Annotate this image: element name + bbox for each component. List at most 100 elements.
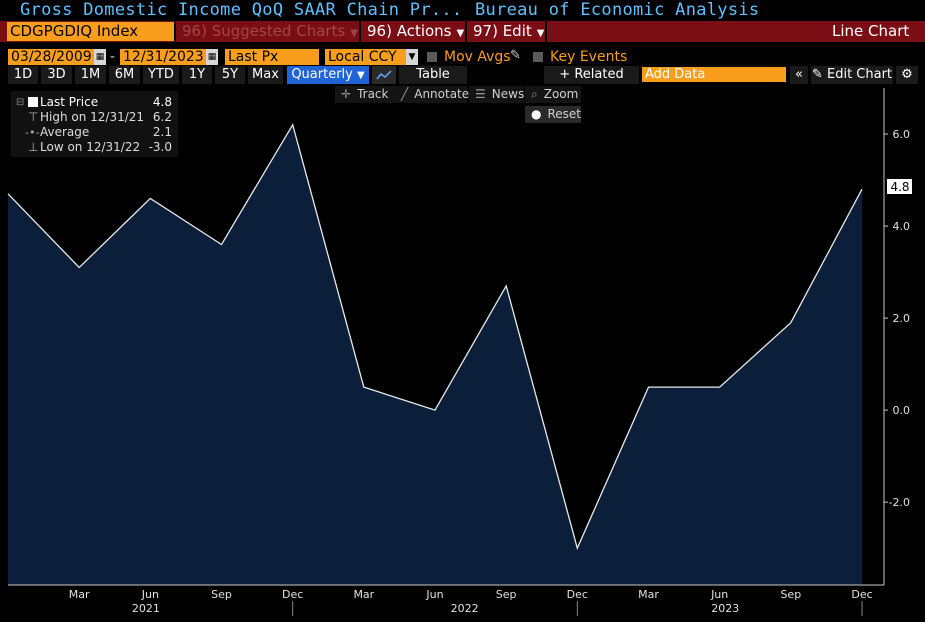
actions-menu[interactable]: 96) Actions ▼ — [361, 21, 465, 42]
crosshair-icon: ✛ — [341, 87, 352, 101]
legend-high-label: High on 12/31/21 — [40, 110, 145, 124]
end-date-field[interactable]: 12/31/2023 — [120, 49, 206, 65]
legend-panel: ⊟ Last Price 4.8 ⊤ High on 12/31/21 6.2 … — [11, 91, 178, 157]
range-6m[interactable]: 6M — [109, 66, 140, 84]
edit-chart-button[interactable]: ✎ Edit Chart — [811, 66, 893, 84]
security-title: Gross Domestic Income QoQ SAAR Chain Pr.… — [20, 0, 463, 20]
reset-label: Reset — [547, 107, 582, 121]
range-3d[interactable]: 3D — [41, 66, 72, 84]
y-tick-label: 2.0 — [893, 312, 911, 325]
x-year-label: 2023 — [711, 602, 739, 615]
add-data-input-box[interactable]: Add Data — [642, 67, 786, 82]
x-tick-label: Mar — [638, 588, 659, 601]
gear-icon[interactable]: ⚙ — [896, 66, 918, 84]
x-tick-label: Dec — [567, 588, 588, 601]
range-5y[interactable]: 5Y — [215, 66, 245, 84]
x-tick-label: Jun — [425, 588, 443, 601]
last-value-box — [887, 179, 912, 194]
menu-divider — [465, 21, 467, 42]
start-date-field[interactable]: 03/28/2009 — [8, 49, 94, 65]
reset-button[interactable]: ● Reset — [525, 106, 581, 123]
pencil-icon: ✎ — [811, 67, 823, 82]
legend-last-price-label: Last Price — [40, 95, 99, 109]
key-events-checkbox[interactable] — [533, 52, 543, 62]
edit-menu[interactable]: 97) Edit ▼ — [467, 21, 545, 42]
news-label: News — [491, 87, 525, 101]
chevron-down-icon[interactable]: ▼ — [406, 49, 418, 65]
series-swatch — [28, 97, 38, 107]
x-tick-label: Sep — [780, 588, 801, 601]
actions-label: 96) Actions — [367, 22, 452, 40]
calendar-icon[interactable]: ▦ — [206, 49, 218, 65]
range-ytd[interactable]: YTD — [143, 66, 179, 84]
key-events-label[interactable]: Key Events — [550, 49, 628, 65]
date-dash: - — [110, 49, 116, 65]
chart-type-label[interactable]: Line Chart — [832, 22, 910, 40]
y-tick-label: 6.0 — [893, 128, 911, 141]
price-field-select[interactable]: Last Px — [225, 49, 319, 65]
menu-bar: CDGPGDIQ Index 96) Suggested Charts ▼ 96)… — [0, 21, 925, 42]
y-axis-ticks: 6.0 4.0 2.0 0.0 -2.0 — [884, 128, 910, 509]
collapse-icon[interactable]: ⊟ — [16, 97, 25, 108]
last-value-label: 4.8 — [890, 180, 909, 194]
y-tick-label: -2.0 — [889, 496, 910, 509]
title-bar: Gross Domestic Income QoQ SAAR Chain Pr.… — [0, 0, 925, 21]
chevron-down-icon: ▼ — [356, 70, 365, 81]
range-1m[interactable]: 1M — [75, 66, 106, 84]
y-tick-label: 4.0 — [893, 220, 911, 233]
add-data-input[interactable]: Add Data — [645, 67, 706, 82]
x-tick-label: Sep — [211, 588, 232, 601]
data-line — [7, 123, 863, 551]
periodicity-select[interactable]: Quarterly ▼ — [287, 66, 369, 84]
track-button[interactable]: ✛ Track — [335, 86, 395, 103]
line-chart-icon[interactable] — [372, 66, 396, 84]
high-marker-icon: ⊤ — [28, 110, 39, 124]
chevron-down-icon: ▼ — [456, 28, 465, 39]
zoom-label: Zoom — [543, 87, 579, 101]
annotate-label: Annotate — [414, 87, 470, 101]
low-marker-icon: ⊥ — [28, 140, 39, 154]
news-icon: ☰ — [475, 87, 486, 101]
annotate-icon: ╱ — [401, 87, 409, 101]
news-button[interactable]: ☰ News — [469, 86, 524, 103]
source-title: Bureau of Economic Analysis — [475, 0, 760, 20]
calendar-icon[interactable]: ▦ — [94, 49, 106, 65]
periodicity-label: Quarterly — [291, 67, 353, 82]
area-fill — [8, 124, 862, 586]
suggested-charts-menu[interactable]: 96) Suggested Charts ▼ — [176, 21, 359, 42]
range-max[interactable]: Max — [248, 66, 283, 84]
x-tick-label: Jun — [710, 588, 728, 601]
x-tick-label: Jun — [141, 588, 159, 601]
mov-avgs-checkbox[interactable] — [427, 52, 437, 62]
table-view-button[interactable]: Table — [399, 66, 467, 84]
last-value-marker: 4.8 — [887, 179, 912, 194]
currency-select[interactable]: Local CCY — [325, 49, 406, 65]
legend-average: -•- Average 2.1 — [11, 125, 178, 140]
track-label: Track — [357, 87, 389, 101]
x-axis-ticks: Mar Jun Sep Dec Mar Jun Sep Dec Mar Jun Sep Dec 2021… — [69, 588, 873, 616]
legend-low-value: -3.0 — [148, 140, 172, 154]
x-tick-label: Sep — [496, 588, 517, 601]
suggested-charts-label: 96) Suggested Charts — [182, 22, 346, 40]
range-1y[interactable]: 1Y — [182, 66, 212, 84]
chevron-down-icon: ▼ — [536, 28, 545, 39]
zoom-button[interactable]: ⌕ Zoom — [525, 86, 581, 103]
legend-average-label: Average — [40, 125, 90, 139]
x-tick-label: Dec — [282, 588, 303, 601]
legend-last-price: ⊟ Last Price 4.8 — [11, 95, 178, 110]
related-data-button[interactable]: + Related Data — [544, 66, 639, 84]
pencil-icon[interactable]: ✎ — [510, 48, 521, 63]
average-marker-icon: -•- — [25, 126, 40, 139]
legend-high-value: 6.2 — [152, 110, 172, 124]
legend-low-label: Low on 12/31/22 — [40, 140, 141, 154]
mov-avgs-label[interactable]: Mov Avgs — [444, 49, 511, 65]
reset-icon: ● — [531, 107, 542, 121]
menu-divider — [545, 21, 547, 42]
collapse-icon[interactable]: « — [790, 66, 808, 84]
range-1d[interactable]: 1D — [8, 66, 38, 84]
annotate-button[interactable]: ╱ Annotate — [395, 86, 470, 103]
edit-label: 97) Edit — [473, 22, 532, 40]
ticker-field[interactable]: CDGPGDIQ Index — [7, 22, 174, 41]
x-tick-label: Mar — [69, 588, 90, 601]
x-year-label: 2021 — [132, 602, 160, 615]
